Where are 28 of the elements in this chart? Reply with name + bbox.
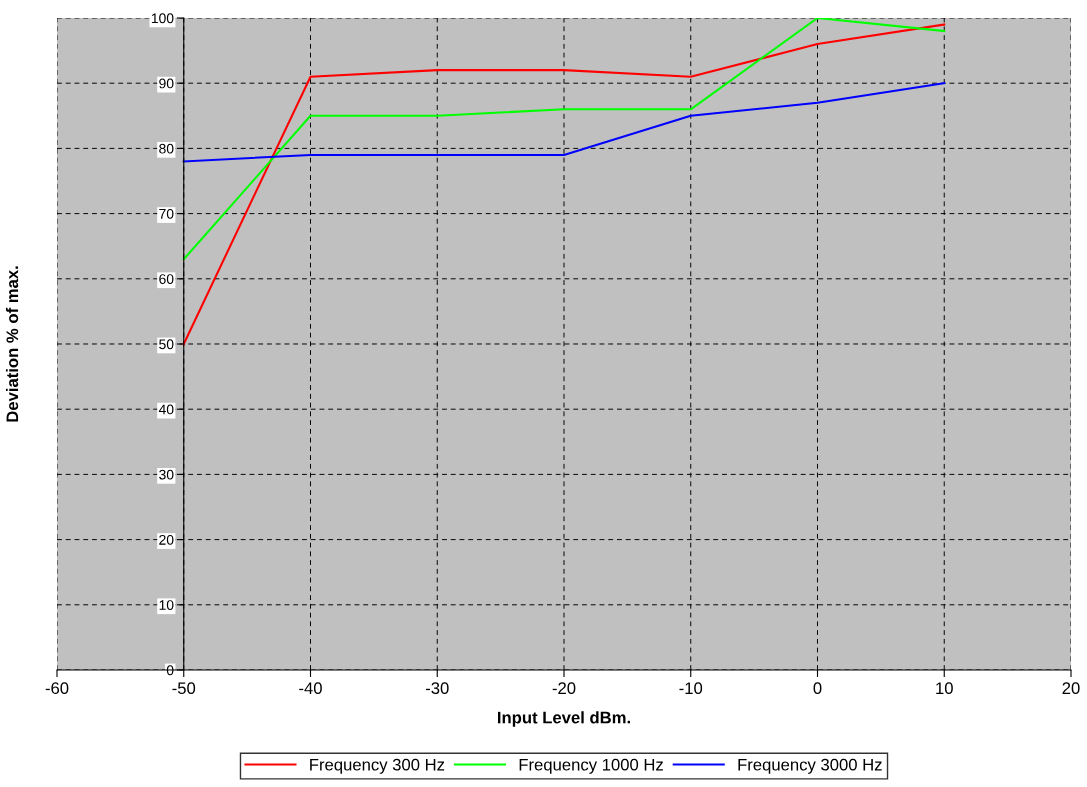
line-series — [182, 23, 946, 346]
y-tick-label: 20 — [159, 534, 174, 545]
x-tick-label: -60 — [45, 682, 69, 695]
x-axis-title: Input Level dBm. — [497, 711, 630, 727]
x-tick-label: -50 — [172, 682, 196, 695]
y-tick-label: 50 — [159, 339, 174, 350]
y-tick-label: 10 — [159, 600, 174, 610]
y-tick-label: 90 — [159, 78, 174, 89]
line-series — [182, 82, 946, 163]
x-tick-label: 0 — [813, 682, 822, 695]
y-tick-label: 100 — [151, 13, 174, 24]
y-axis-title: Deviation % of max. — [5, 266, 19, 422]
legend-label: Frequency 3000 Hz — [738, 758, 882, 774]
legend-label: Frequency 1000 Hz — [519, 758, 663, 774]
y-tick-label: 0 — [166, 665, 174, 676]
line-series — [182, 18, 946, 261]
y-tick-label: 80 — [159, 143, 174, 154]
x-tick-label: -30 — [425, 682, 449, 695]
x-tick-label: -20 — [552, 682, 576, 695]
x-tick-label: -40 — [299, 682, 322, 695]
y-tick-label: 60 — [159, 274, 174, 284]
y-tick-label: 40 — [158, 404, 174, 415]
y-tick-label: 30 — [159, 469, 174, 480]
legend-label: Frequency 300 Hz — [310, 758, 445, 774]
x-tick-label: 20 — [1062, 682, 1080, 695]
y-tick-label: 70 — [159, 208, 174, 219]
x-tick-label: 10 — [936, 682, 953, 695]
x-tick-label: -10 — [679, 682, 703, 695]
